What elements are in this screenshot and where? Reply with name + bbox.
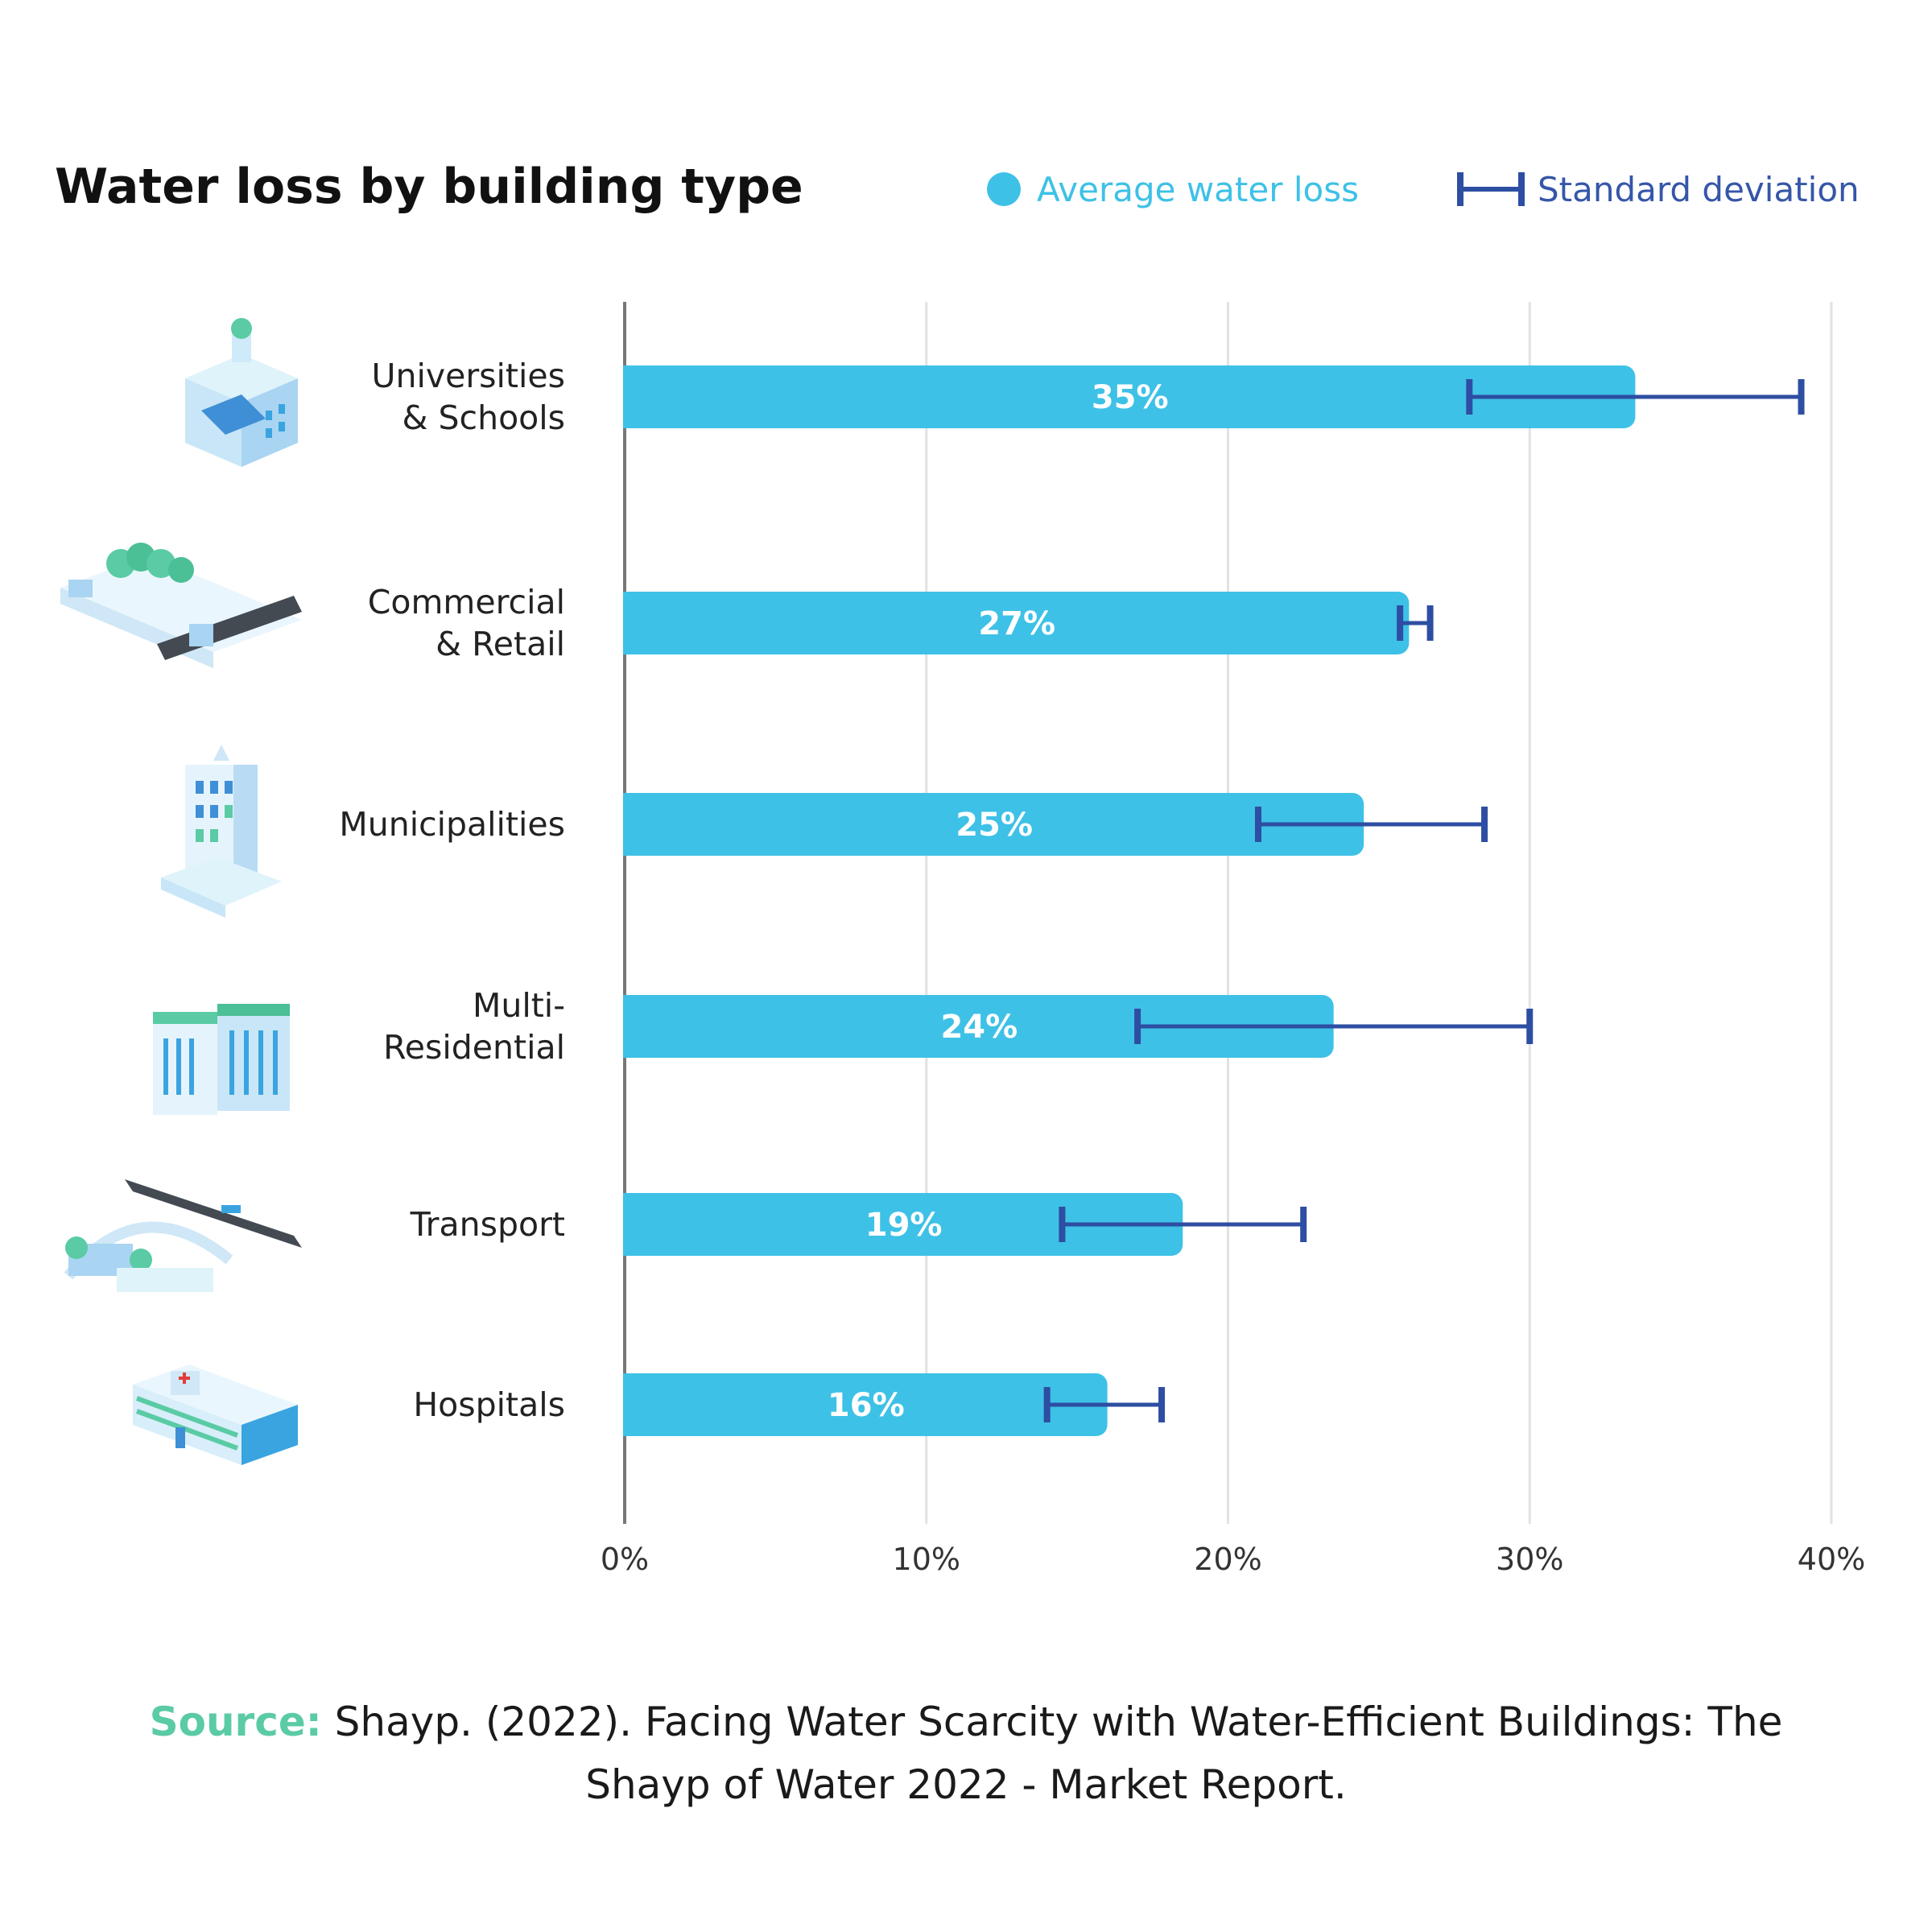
x-axis-ticks: 0% 10% 20% 30% 40% [601, 1542, 1865, 1577]
category-label: Municipalities [339, 805, 565, 844]
bar-value-label: 19% [865, 1207, 943, 1244]
source-key: Source: [149, 1699, 322, 1745]
gridlines [925, 302, 1833, 1524]
category-label: Universities & Schools [371, 357, 565, 437]
hospital-building-icon [133, 1364, 298, 1465]
category-label: Transport [410, 1205, 565, 1244]
bar [623, 995, 1334, 1058]
legend-average-label: Average water loss [1037, 170, 1359, 209]
x-tick-label: 20% [1194, 1542, 1261, 1577]
university-building-icon [185, 318, 298, 467]
bar-square-start [623, 365, 647, 428]
x-tick-label: 10% [893, 1542, 960, 1577]
bar-square-start [623, 1373, 647, 1436]
source-note: Source: Shayp. (2022). Facing Water Scar… [80, 1690, 1852, 1816]
bar-value-label: 25% [956, 807, 1033, 844]
legend-stddev-marker [1457, 172, 1525, 206]
bar-square-start [623, 793, 647, 856]
bar [623, 1373, 1108, 1436]
bar-value-label: 24% [940, 1009, 1018, 1046]
shopping-mall-icon [60, 543, 302, 668]
bar-value-label: 27% [978, 605, 1055, 642]
x-tick-label: 30% [1496, 1542, 1563, 1577]
bar [623, 365, 1636, 428]
apartment-complex-icon [153, 1004, 290, 1115]
bar [623, 592, 1410, 654]
bar [623, 1193, 1183, 1256]
x-tick-label: 40% [1798, 1542, 1865, 1577]
bar [623, 793, 1364, 856]
bar-value-label: 16% [828, 1387, 905, 1424]
category-label: Multi-Residential [383, 986, 565, 1067]
legend-stddev-label: Standard deviation [1538, 170, 1860, 209]
category-label: Hospitals [413, 1385, 565, 1424]
category-labels: Universities & Schools Commercial & Retail M… [339, 357, 565, 1424]
bars: 35% 27% 25% 24% 19% 16% [623, 365, 1805, 1436]
city-hall-tower-icon [161, 745, 282, 918]
bar-square-start [623, 995, 647, 1058]
category-icons [60, 318, 302, 1465]
bar-square-start [623, 592, 647, 654]
bar-value-label: 35% [1092, 379, 1169, 416]
x-tick-label: 0% [601, 1542, 649, 1577]
legend-average-marker [987, 172, 1021, 206]
bar-square-start [623, 1193, 647, 1256]
transit-station-icon [64, 1179, 302, 1292]
source-text: Shayp. (2022). Facing Water Scarcity wit… [321, 1699, 1783, 1808]
category-label: Commercial & Retail [368, 583, 565, 663]
legend: Average water loss Standard deviation [987, 170, 1860, 209]
chart-title: Water loss by building type [55, 159, 803, 215]
